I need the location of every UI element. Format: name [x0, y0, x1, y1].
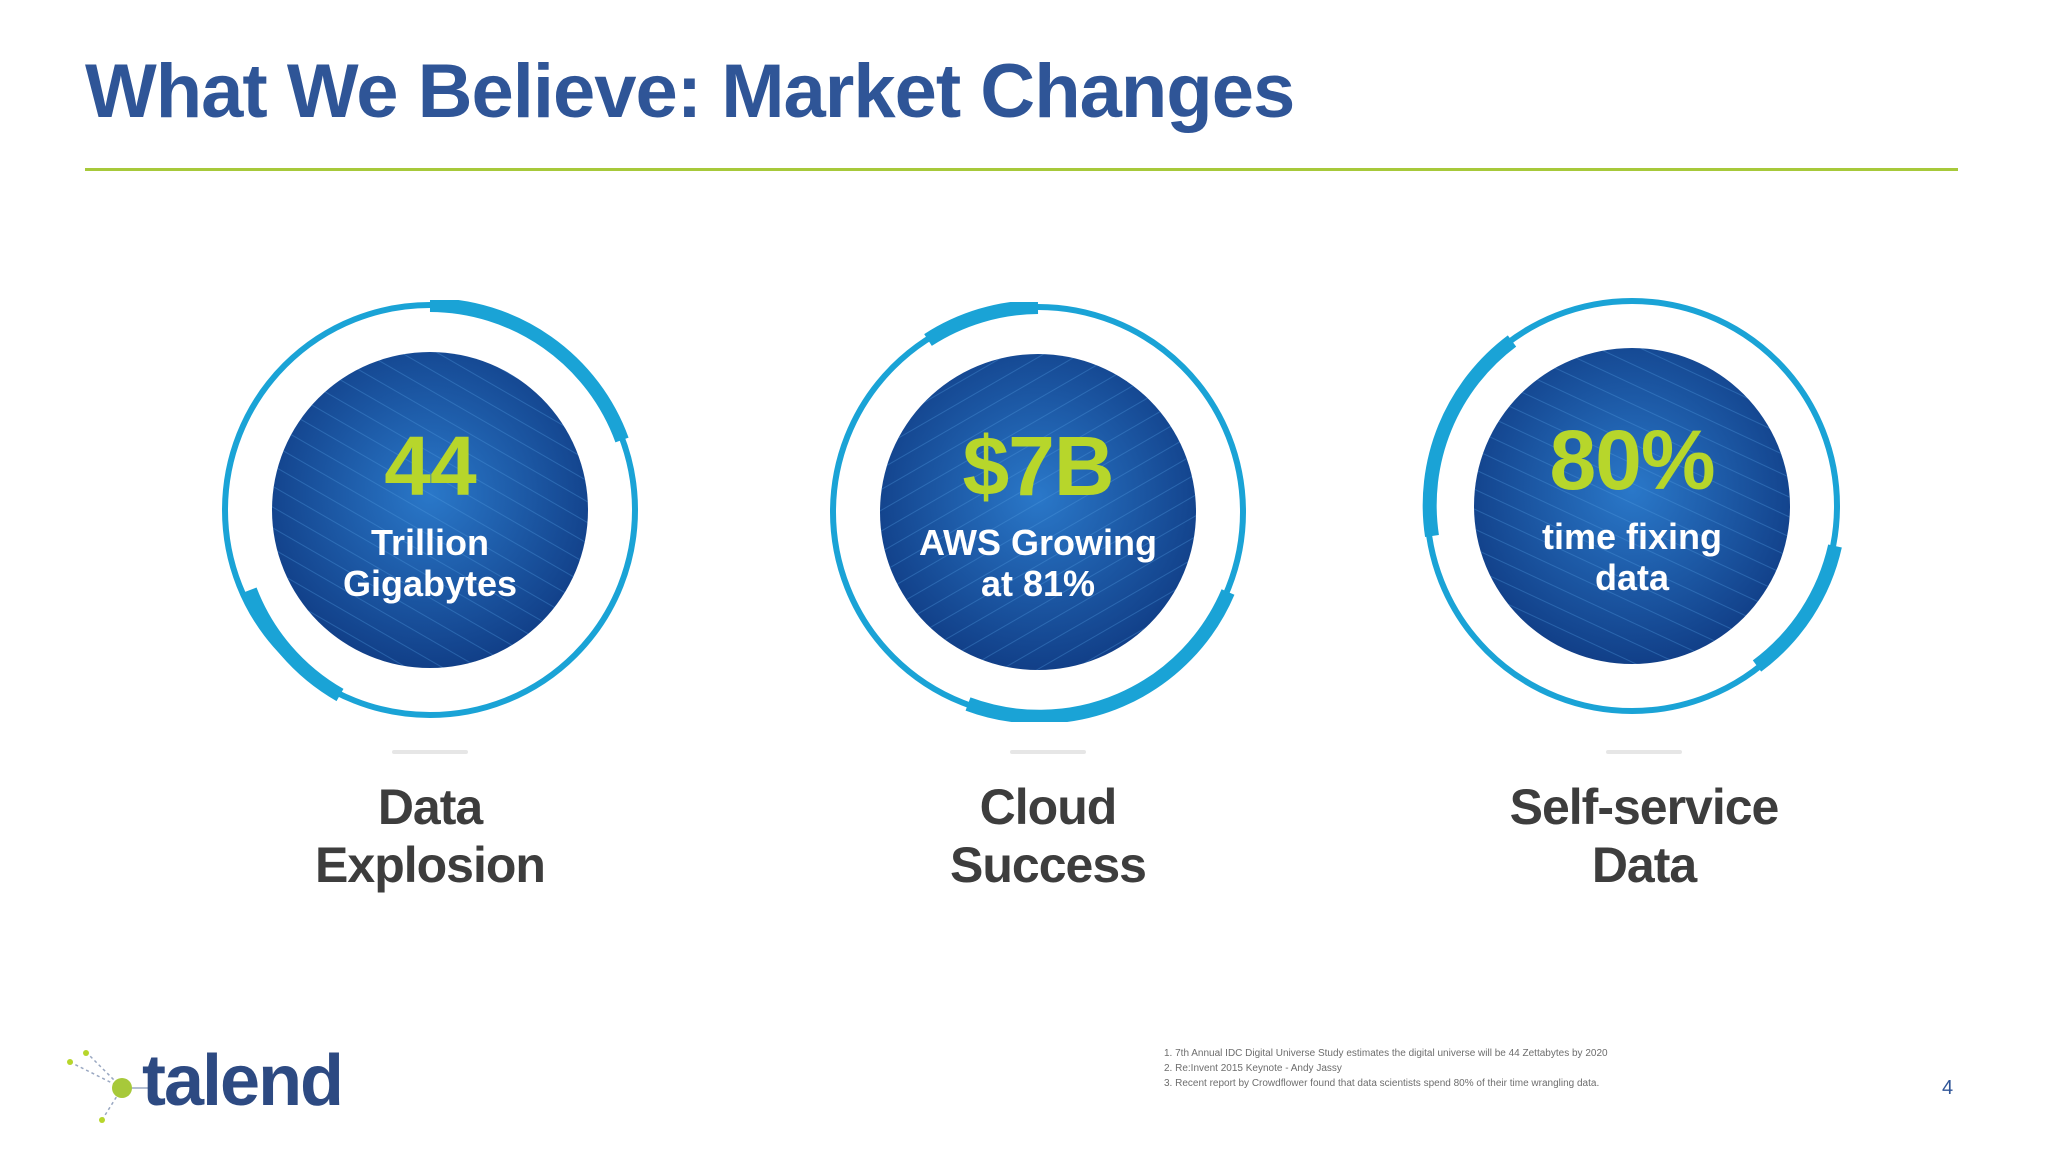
stat-ring-graphic: [222, 300, 638, 718]
stat-caption-line: Success: [950, 837, 1147, 893]
stat-number: 44: [384, 419, 476, 513]
title-divider: [85, 168, 1958, 171]
stat-description: time fixing data: [1422, 516, 1842, 598]
stat-description: Trillion Gigabytes: [220, 522, 640, 604]
stat-description-line: Gigabytes: [342, 563, 518, 604]
footnote: 2. Re:Invent 2015 Keynote - Andy Jassy: [1164, 1063, 1342, 1074]
stat-caption: Self-service Data: [1434, 778, 1854, 894]
stat-card-cloud-success: $7B AWS Growing at 81%: [828, 302, 1248, 722]
stat-caption-line: Self-service: [1509, 779, 1780, 835]
caption-tick: [392, 750, 468, 754]
talend-dots-logo-icon: [67, 1050, 148, 1123]
stat-caption-line: Data: [1591, 837, 1697, 893]
stat-caption-line: Explosion: [315, 837, 546, 893]
stat-description-line: Trillion: [370, 522, 489, 563]
caption-tick: [1010, 750, 1086, 754]
stat-description-line: data: [1594, 557, 1670, 598]
stat-description-line: time fixing: [1541, 516, 1723, 557]
footnotes: 1. 7th Annual IDC Digital Universe Study…: [1164, 1046, 1724, 1091]
stat-caption: Cloud Success: [838, 778, 1258, 894]
stat-description: AWS Growing at 81%: [828, 522, 1248, 604]
stat-number: $7B: [962, 419, 1114, 513]
stat-ring-graphic: [1422, 298, 1842, 714]
stat-caption-line: Cloud: [979, 779, 1118, 835]
footnote: 1. 7th Annual IDC Digital Universe Study…: [1164, 1048, 1608, 1059]
stat-ring-graphic: [830, 302, 1246, 722]
slide-title: What We Believe: Market Changes: [85, 49, 1295, 134]
page-number: 4: [1942, 1077, 1954, 1099]
stat-description-line: AWS Growing: [919, 522, 1157, 563]
caption-tick: [1606, 750, 1682, 754]
stat-description-line: at 81%: [980, 563, 1096, 604]
stat-number: 80%: [1549, 413, 1715, 507]
footnote: 3. Recent report by Crowdflower found th…: [1164, 1078, 1600, 1089]
talend-logo-text: talend: [142, 1041, 344, 1121]
stat-card-data-explosion: 44 Trillion Gigabytes: [220, 300, 640, 720]
stat-caption: Data Explosion: [220, 778, 640, 894]
stat-caption-line: Data: [377, 779, 483, 835]
stat-card-self-service-data: 80% time fixing data: [1422, 296, 1842, 716]
